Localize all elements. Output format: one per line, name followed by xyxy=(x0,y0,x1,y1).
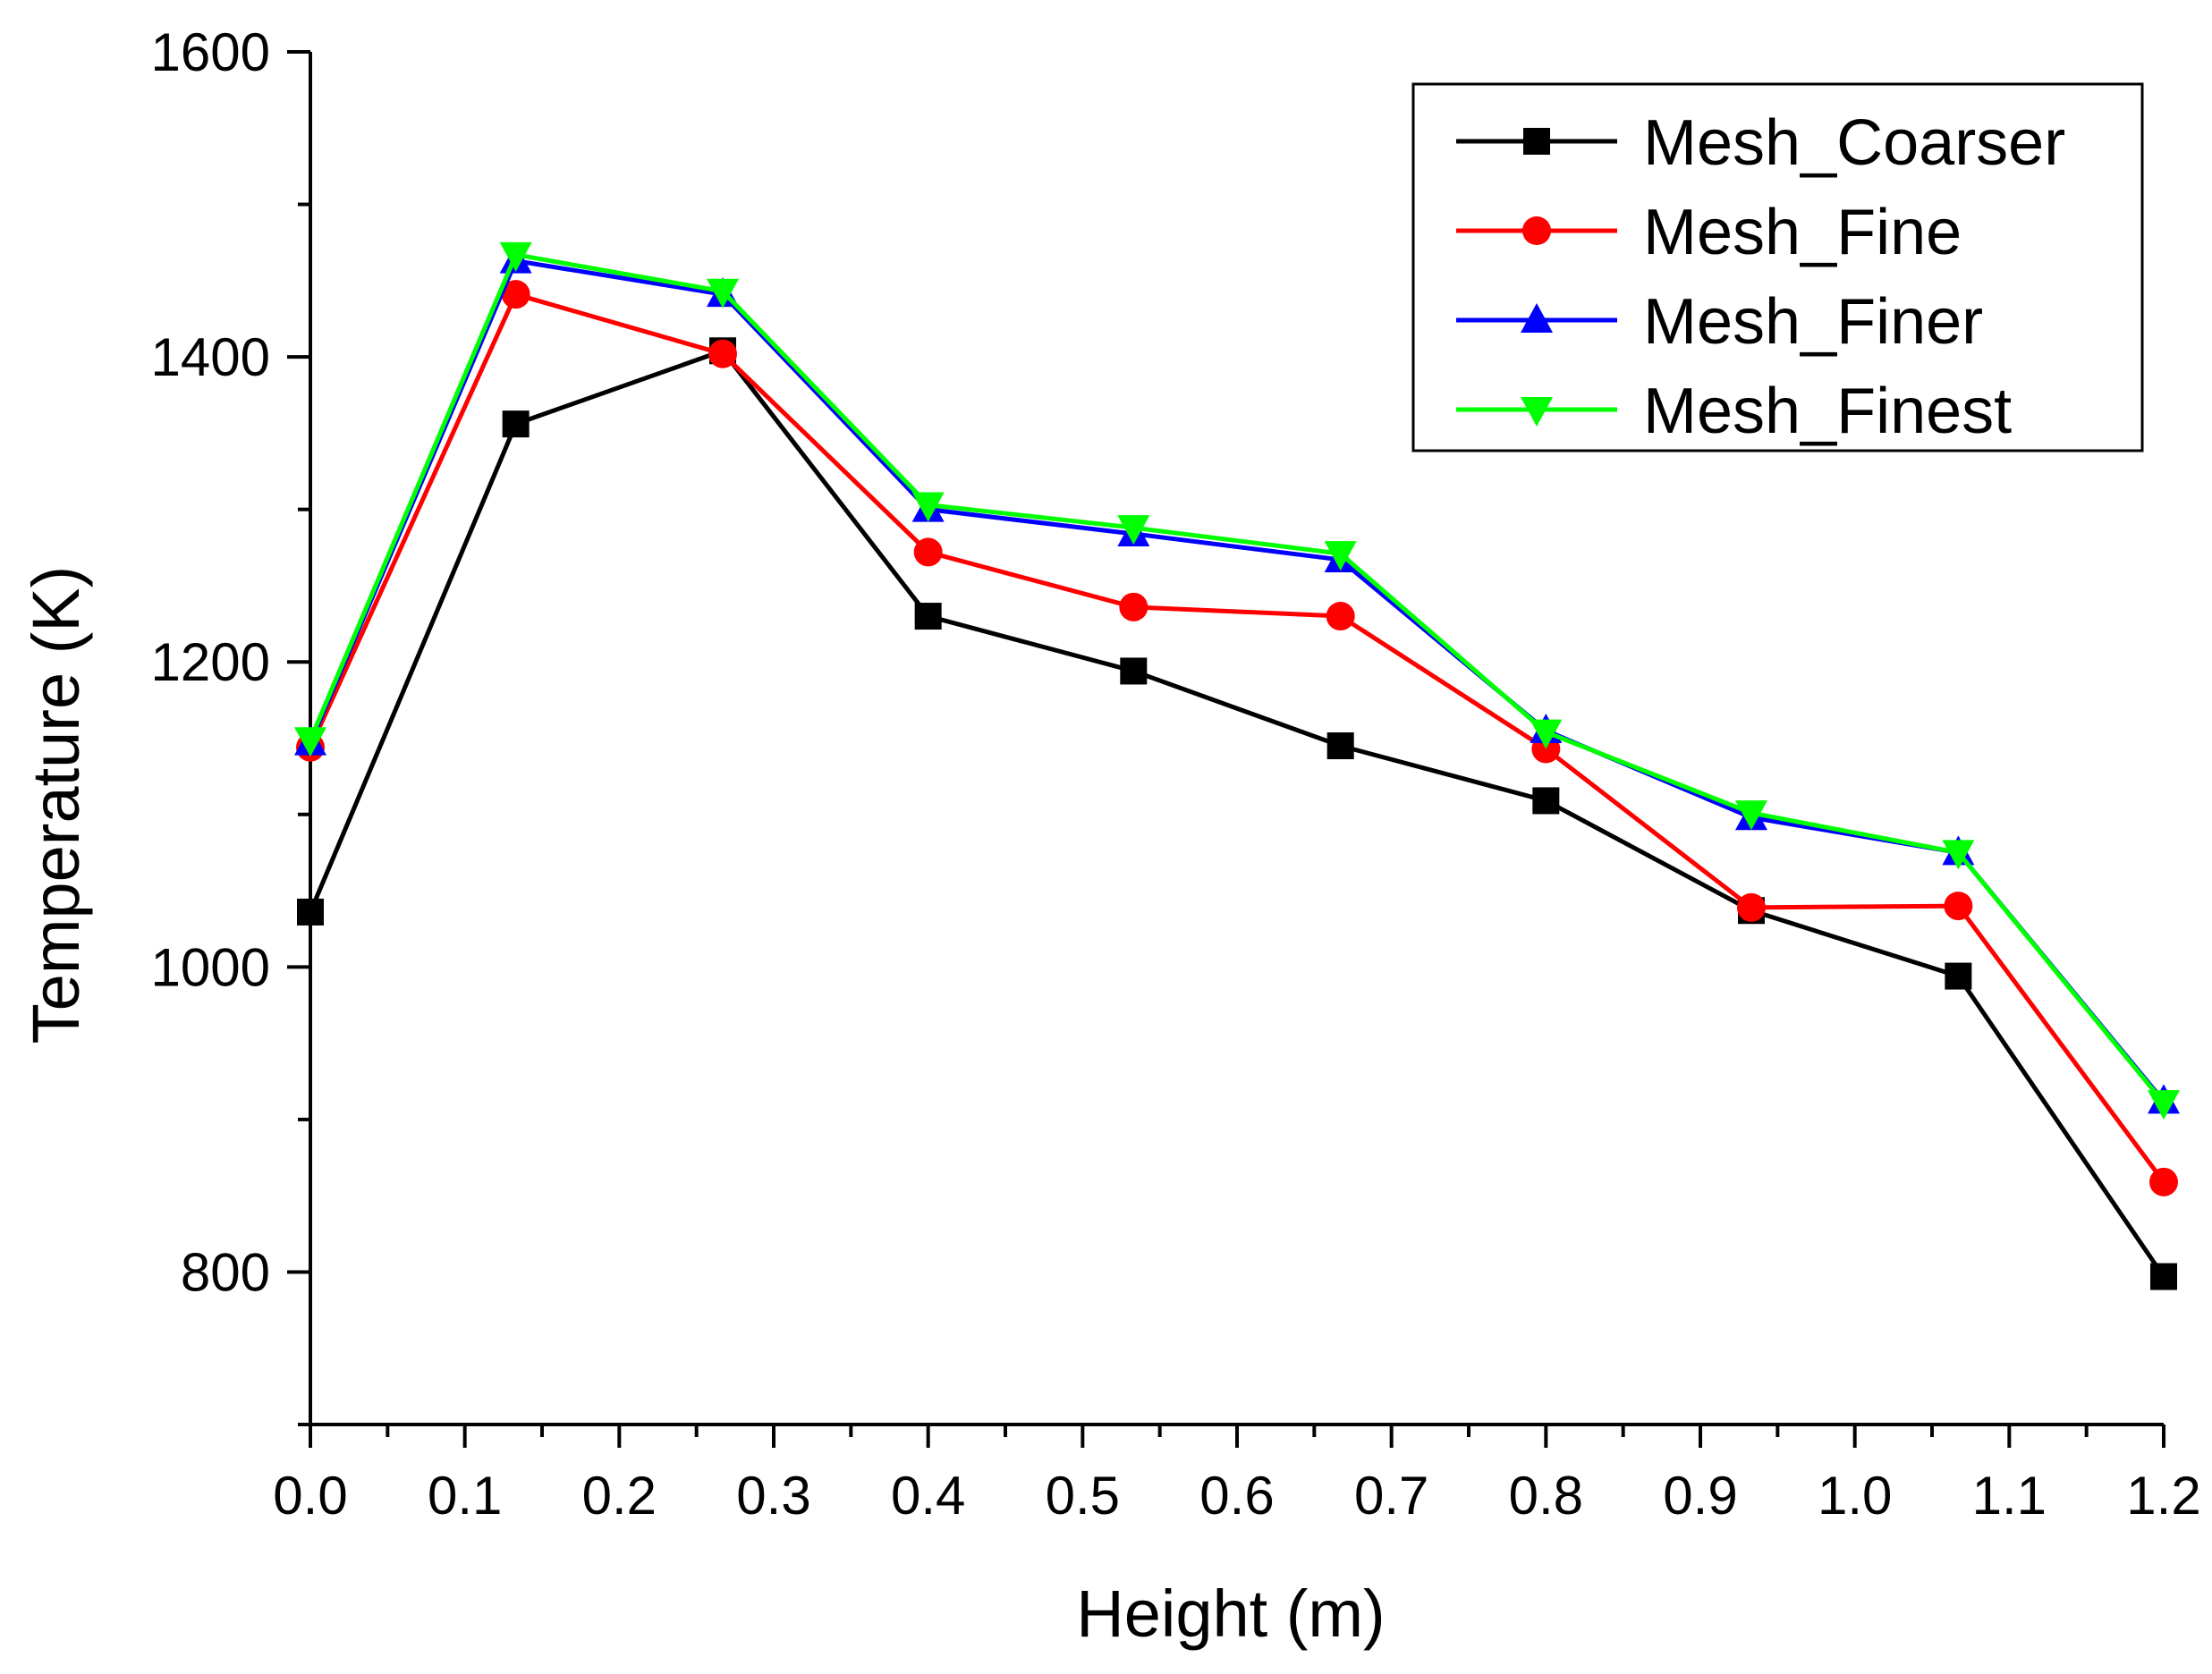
series-line-mesh-finest xyxy=(308,252,2165,1104)
x-tick-label: 0.2 xyxy=(582,1466,657,1526)
data-point-mesh-finest xyxy=(1530,719,1563,749)
data-point-mesh-finest xyxy=(1117,515,1150,545)
x-tick-label: 0.1 xyxy=(428,1466,502,1526)
data-point-mesh-coarser xyxy=(502,410,530,438)
legend-swatch-marker xyxy=(1523,128,1550,155)
x-tick-label: 0.0 xyxy=(273,1466,347,1526)
legend-label: Mesh_Finer xyxy=(1643,286,1983,358)
series-layer xyxy=(294,241,2180,1290)
data-point-mesh-finest xyxy=(707,278,740,309)
data-point-mesh-finest xyxy=(499,241,532,272)
data-point-mesh-finest xyxy=(1942,840,1975,870)
data-point-mesh-coarser xyxy=(1326,732,1354,760)
legend: Mesh_Coarser Mesh_Fine Mesh_Finer Mesh_Fine… xyxy=(1411,82,2144,452)
series-line-mesh-finer xyxy=(308,258,2165,1103)
y-tick-label: 1600 xyxy=(151,22,270,82)
x-tick-label: 0.4 xyxy=(891,1466,965,1526)
legend-label: Mesh_Fine xyxy=(1643,197,1962,268)
legend-swatch-marker xyxy=(1521,397,1553,427)
data-point-mesh-coarser xyxy=(297,898,324,926)
x-axis-title: Height (m) xyxy=(1076,1577,1385,1651)
series-line-mesh-coarser xyxy=(308,348,2166,1278)
x-tick-label: 0.6 xyxy=(1199,1466,1274,1526)
data-point-mesh-coarser xyxy=(1532,787,1560,815)
series-mesh-coarser xyxy=(297,337,2177,1290)
series-line-mesh-fine xyxy=(308,292,2166,1184)
y-tick-label: 1400 xyxy=(151,327,270,387)
x-tick-label: 0.5 xyxy=(1046,1466,1120,1526)
data-point-mesh-coarser xyxy=(1945,962,1972,990)
x-tick-label: 1.1 xyxy=(1972,1466,2047,1526)
data-point-mesh-fine xyxy=(1119,592,1148,621)
data-point-mesh-fine xyxy=(501,280,530,309)
legend-label: Mesh_Finest xyxy=(1643,376,2012,447)
data-point-mesh-finest xyxy=(294,727,326,757)
data-point-mesh-coarser xyxy=(2150,1263,2177,1290)
legend-item-mesh-finer: Mesh_Finer xyxy=(1456,286,1983,358)
y-tick-label: 1200 xyxy=(151,632,270,692)
x-tick-label: 0.3 xyxy=(736,1466,810,1526)
x-tick-label: 0.8 xyxy=(1509,1466,1583,1526)
legend-swatch-marker xyxy=(1522,216,1551,245)
y-tick-label: 800 xyxy=(181,1242,270,1302)
data-point-mesh-fine xyxy=(2149,1167,2178,1196)
legend-item-mesh-finest: Mesh_Finest xyxy=(1456,376,2012,447)
data-point-mesh-finest xyxy=(1324,541,1357,571)
x-tick-label: 0.9 xyxy=(1663,1466,1737,1526)
series-mesh-finest xyxy=(294,241,2180,1120)
data-point-mesh-finest xyxy=(1734,800,1767,831)
y-tick-label: 1000 xyxy=(151,937,270,997)
legend-label: Mesh_Coarser xyxy=(1643,107,2065,179)
data-point-mesh-coarser xyxy=(914,603,942,630)
axes: 0.0 0.1 0.2 0.3 0.4 0.5 0.6 0.7 0.8 0.9 1.0 1.1 1.2 8… xyxy=(151,22,2201,1526)
data-point-mesh-finest xyxy=(911,492,945,522)
data-point-mesh-fine xyxy=(1736,892,1766,922)
x-tick-label: 1.0 xyxy=(1818,1466,1892,1526)
y-axis-title: Temperature (K) xyxy=(19,566,93,1044)
data-point-mesh-fine xyxy=(1944,892,1973,921)
legend-item-mesh-coarser: Mesh_Coarser xyxy=(1456,107,2065,179)
data-point-mesh-fine xyxy=(913,537,943,567)
legend-item-mesh-fine: Mesh_Fine xyxy=(1456,197,1962,268)
data-point-mesh-finest xyxy=(2148,1090,2180,1120)
x-tick-label: 0.7 xyxy=(1354,1466,1428,1526)
data-point-mesh-fine xyxy=(1326,602,1355,631)
x-tick-label: 1.2 xyxy=(2126,1466,2200,1526)
data-point-mesh-coarser xyxy=(1120,657,1148,685)
legend-swatch-marker xyxy=(1521,303,1553,333)
data-point-mesh-fine xyxy=(708,339,738,368)
